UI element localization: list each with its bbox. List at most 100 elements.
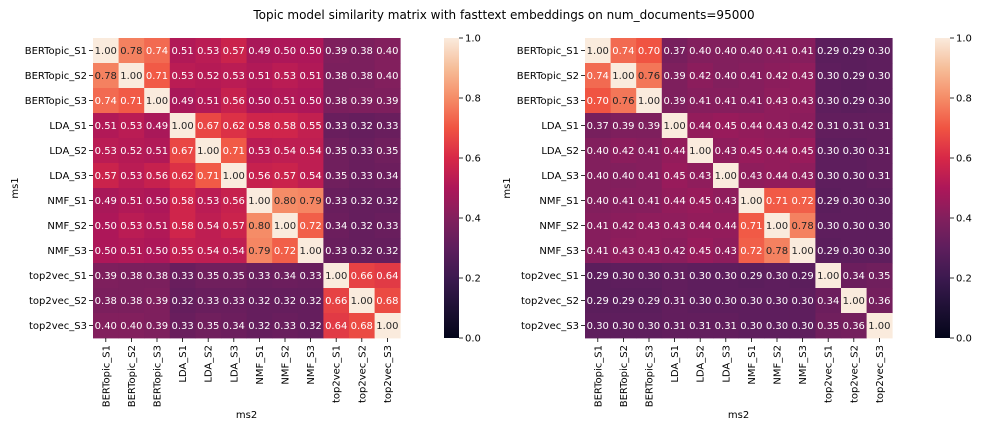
heatmap-cell — [738, 163, 765, 189]
cell-value-label: 0.53 — [120, 171, 142, 182]
heatmap-cell — [349, 163, 375, 189]
heatmap-cell — [118, 113, 145, 139]
cell-value-label: 0.78 — [791, 221, 813, 232]
cell-value-label: 0.39 — [325, 46, 347, 57]
cell-value-label: 0.70 — [638, 46, 660, 57]
cell-value-label: 0.38 — [120, 296, 142, 307]
cell-value-label: 0.43 — [689, 171, 711, 182]
cell-value-label: 0.35 — [197, 271, 219, 282]
heatmap-cell — [349, 213, 375, 239]
heatmap-cell — [636, 163, 663, 189]
colorbar-tick-label: 0.4 — [956, 214, 972, 225]
heatmap-cell — [374, 163, 401, 189]
colorbar-tick-label: 0.2 — [956, 274, 972, 285]
y-tick-label: NMF_S2 — [539, 221, 579, 232]
cell-value-label: 0.50 — [146, 246, 168, 257]
cell-value-label: 0.35 — [868, 271, 890, 282]
cell-value-label: 0.40 — [715, 46, 737, 57]
cell-value-label: 0.30 — [638, 271, 660, 282]
y-tick-label: BERTopic_S1 — [25, 46, 87, 57]
heatmap-cell — [815, 88, 842, 114]
cell-value-label: 0.30 — [791, 296, 813, 307]
heatmap-cell — [866, 88, 893, 114]
heatmap-cell — [169, 163, 196, 189]
heatmap-cell — [374, 113, 401, 139]
cell-value-label: 0.39 — [351, 96, 373, 107]
cell-value-label: 1.00 — [638, 96, 660, 107]
cell-value-label: 0.37 — [587, 121, 609, 132]
cell-value-label: 0.56 — [223, 96, 245, 107]
heatmap-cell — [866, 213, 893, 239]
cell-value-label: 0.35 — [817, 321, 839, 332]
cell-value-label: 1.00 — [146, 96, 168, 107]
heatmap-cell — [221, 38, 247, 64]
heatmap-cell — [764, 313, 791, 339]
heatmap-cell — [687, 38, 714, 64]
cell-value-label: 0.30 — [868, 71, 890, 82]
x-tick-label: BERTopic_S1 — [101, 345, 112, 407]
cell-value-label: 0.49 — [248, 46, 270, 57]
heatmap-cell — [246, 213, 273, 239]
cell-value-label: 0.55 — [171, 246, 193, 257]
heatmap-cell — [585, 88, 611, 114]
cell-value-label: 0.40 — [95, 321, 117, 332]
cell-value-label: 0.67 — [171, 146, 193, 157]
y-tick-label: top2vec_S1 — [29, 271, 87, 282]
colorbar-tick-label: 0.4 — [465, 214, 481, 225]
cell-value-label: 0.30 — [587, 321, 609, 332]
cell-value-label: 0.45 — [715, 121, 737, 132]
heatmap-cell — [738, 288, 765, 314]
y-tick-label: BERTopic_S2 — [517, 71, 579, 82]
heatmap-cell — [636, 288, 663, 314]
cell-value-label: 0.32 — [376, 196, 398, 207]
heatmap-cell — [221, 63, 247, 89]
colorbar-tick-label: 0.0 — [465, 334, 481, 345]
heatmap-cell — [687, 288, 714, 314]
cell-value-label: 0.30 — [612, 271, 634, 282]
cell-value-label: 0.29 — [817, 196, 839, 207]
cell-value-label: 0.38 — [146, 271, 168, 282]
heatmap-cell — [272, 88, 299, 114]
cell-value-label: 0.76 — [638, 71, 660, 82]
cell-value-label: 0.34 — [843, 271, 865, 282]
cell-value-label: 0.57 — [223, 46, 245, 57]
cell-value-label: 0.30 — [868, 196, 890, 207]
cell-value-label: 1.00 — [376, 321, 398, 332]
heatmap-cell — [841, 63, 867, 89]
heatmap-cell — [713, 238, 739, 264]
cell-value-label: 0.67 — [197, 121, 219, 132]
heatmap-cell — [374, 38, 401, 64]
cell-value-label: 0.31 — [817, 121, 839, 132]
heatmap-cell — [866, 313, 893, 339]
heatmap-cell — [789, 213, 816, 239]
cell-value-label: 0.41 — [638, 146, 660, 157]
cell-value-label: 0.32 — [351, 196, 373, 207]
cell-value-label: 0.62 — [171, 171, 193, 182]
cell-value-label: 0.43 — [766, 96, 788, 107]
heatmap-cell — [323, 38, 350, 64]
cell-value-label: 1.00 — [248, 196, 270, 207]
cell-value-label: 0.39 — [146, 321, 168, 332]
heatmap-cell — [195, 238, 222, 264]
y-tick-label: top2vec_S2 — [29, 296, 87, 307]
heatmap-cell — [636, 238, 663, 264]
heatmap-cell — [585, 313, 611, 339]
heatmap-cell — [585, 238, 611, 264]
cell-value-label: 0.33 — [299, 271, 321, 282]
cell-value-label: 0.45 — [663, 171, 685, 182]
cell-value-label: 0.58 — [171, 221, 193, 232]
cell-value-label: 0.37 — [663, 46, 685, 57]
cell-value-label: 0.44 — [766, 171, 788, 182]
cell-value-label: 0.72 — [791, 196, 813, 207]
heatmap-cell — [144, 213, 171, 239]
heatmap-cell — [93, 38, 119, 64]
heatmap-cell — [221, 113, 247, 139]
cell-value-label: 0.39 — [663, 71, 685, 82]
cell-value-label: 0.33 — [171, 271, 193, 282]
cell-value-label: 0.33 — [376, 221, 398, 232]
heatmap-cell — [713, 313, 739, 339]
cell-value-label: 0.32 — [299, 321, 321, 332]
heatmap-cell — [764, 288, 791, 314]
heatmap-cell — [169, 263, 196, 289]
cell-value-label: 0.41 — [587, 221, 609, 232]
